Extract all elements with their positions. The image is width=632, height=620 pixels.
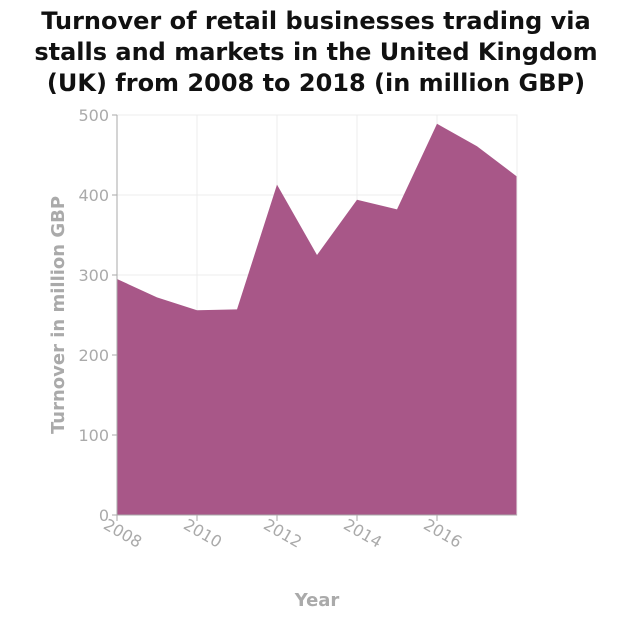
chart-title-line-1: Turnover of retail businesses trading vi… xyxy=(41,7,591,35)
y-axis-ticks: 0 100 200 300 400 500 xyxy=(78,106,117,525)
x-tick-label: 2010 xyxy=(180,515,225,552)
chart-title-line-2: stalls and markets in the United Kingdom xyxy=(34,38,598,66)
x-tick-label: 2014 xyxy=(340,515,385,552)
chart-title: Turnover of retail businesses trading vi… xyxy=(0,6,632,99)
x-axis-ticks: 2008 2010 2012 2014 2016 xyxy=(100,515,465,552)
y-tick-label: 400 xyxy=(78,186,109,205)
y-tick-label: 100 xyxy=(78,426,109,445)
turnover-area xyxy=(117,123,517,516)
y-tick-label: 200 xyxy=(78,346,109,365)
axes xyxy=(116,115,517,516)
y-tick-label: 500 xyxy=(78,106,109,125)
x-tick-label: 2012 xyxy=(260,515,305,552)
x-tick-label: 2008 xyxy=(100,515,145,552)
y-tick-label: 0 xyxy=(99,506,109,525)
x-tick-label: 2016 xyxy=(420,515,465,552)
x-axis-title: Year xyxy=(294,590,340,611)
y-axis-title: Turnover in million GBP xyxy=(48,196,69,434)
chart-title-line-3: (UK) from 2008 to 2018 (in million GBP) xyxy=(46,69,586,97)
y-tick-label: 300 xyxy=(78,266,109,285)
